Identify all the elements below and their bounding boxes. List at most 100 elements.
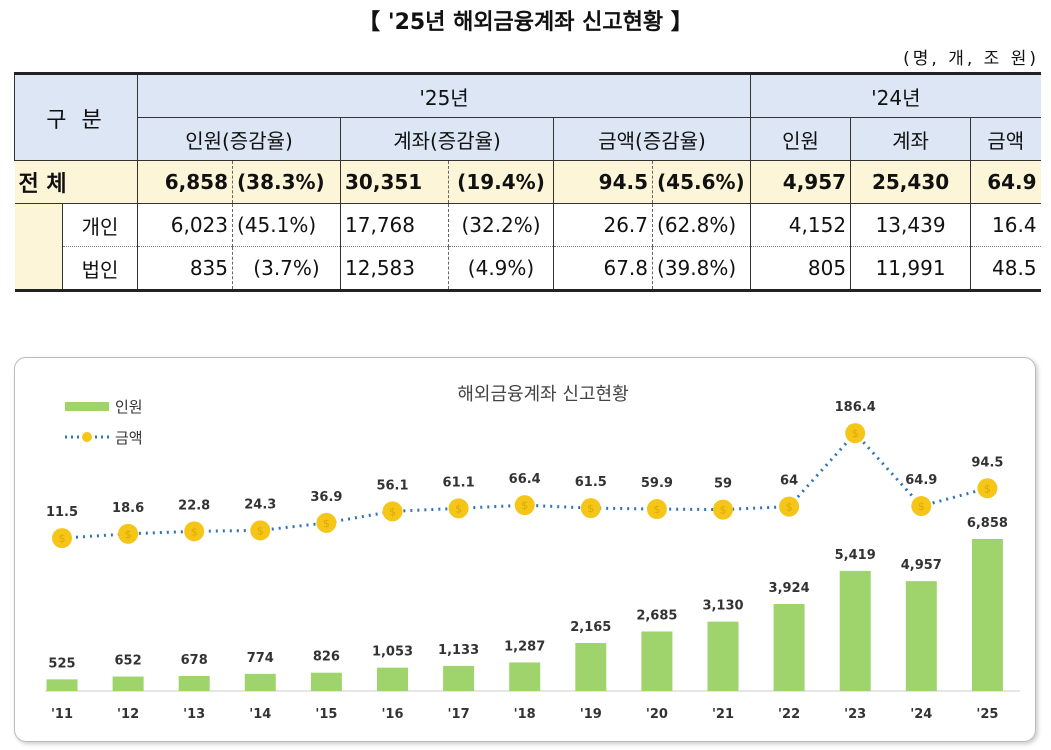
cell: 25,430 xyxy=(850,160,972,204)
legend-bar-swatch xyxy=(65,402,109,411)
coin-dollar-icon: $ xyxy=(455,502,462,515)
bar-persons xyxy=(178,675,210,691)
bar-label: 1,287 xyxy=(504,639,545,654)
cell: 30,351 xyxy=(340,160,450,204)
bar-label: 652 xyxy=(115,654,142,669)
bar-persons xyxy=(707,621,739,691)
x-tick-label: '17 xyxy=(448,707,470,722)
line-label: 11.5 xyxy=(46,505,78,520)
x-tick-label: '21 xyxy=(712,707,734,722)
row-label: 법인 xyxy=(62,246,139,292)
coin-marker-icon xyxy=(382,501,403,522)
header-2025: '25년 xyxy=(137,73,752,118)
x-tick-label: '19 xyxy=(580,707,602,722)
bar-persons xyxy=(377,667,408,691)
cell: 11,991 xyxy=(850,246,972,292)
cell: 64.9 xyxy=(970,160,1041,204)
bar-label: 525 xyxy=(48,656,75,671)
cell: 805 xyxy=(750,246,852,292)
line-label: 186.4 xyxy=(835,400,876,415)
cell: (45.6%) xyxy=(652,160,752,204)
header-amount-25: 금액(증감율) xyxy=(553,117,752,161)
bar-persons xyxy=(971,539,1003,691)
chart-panel: 해외금융계좌 신고현황 인원 금액 525 '11 $11.5 652 '12 $18.6… xyxy=(14,357,1036,742)
coin-marker-icon xyxy=(977,478,998,499)
coin-dollar-icon: $ xyxy=(257,524,264,537)
cell: (38.3%) xyxy=(232,160,342,204)
cell: (45.1%) xyxy=(232,203,342,247)
coin-dollar-icon: $ xyxy=(720,504,727,517)
cell: (3.7%) xyxy=(232,246,342,292)
row-label: 전 체 xyxy=(14,160,139,204)
x-tick-label: '15 xyxy=(315,707,337,722)
coin-marker-icon xyxy=(316,512,337,533)
summary-table: 구 분 '25년 '24년 인원(증감율) 계좌(증감율) 금액(증감율) 인원… xyxy=(13,72,1041,292)
table-row-corporate: 법인 835 (3.7%) 12,583 (4.9%) 67.8 (39.8%)… xyxy=(15,246,1041,292)
amount-line xyxy=(61,430,988,540)
unit-label: (명, 개, 조 원) xyxy=(903,49,1039,69)
row-label: 개인 xyxy=(62,203,139,247)
coin-dollar-icon: $ xyxy=(587,502,594,515)
coin-dollar-icon: $ xyxy=(918,500,925,513)
line-label: 22.8 xyxy=(178,498,210,513)
cell: (19.4%) xyxy=(448,160,555,204)
line-label: 94.5 xyxy=(971,455,1003,470)
bar-label: 2,165 xyxy=(570,620,611,635)
coin-dollar-icon: $ xyxy=(521,499,528,512)
line-label: 36.9 xyxy=(310,490,342,505)
bar-persons xyxy=(575,643,607,691)
x-tick-label: '25 xyxy=(976,707,998,722)
document-title: 【 '25년 해외금융계좌 신고현황 】 xyxy=(358,10,693,35)
coin-marker-icon xyxy=(118,523,139,544)
line-label: 61.5 xyxy=(575,475,607,490)
x-tick-label: '18 xyxy=(514,707,536,722)
x-tick-label: '20 xyxy=(646,707,668,722)
bar-persons xyxy=(509,662,541,691)
bar-label: 1,133 xyxy=(438,643,479,658)
cell: 6,858 xyxy=(137,160,234,204)
cell: 12,583 xyxy=(340,246,450,292)
cell: 6,023 xyxy=(137,203,234,247)
x-tick-label: '11 xyxy=(51,707,73,722)
header-amount-24: 금액 xyxy=(970,117,1041,161)
bar-persons xyxy=(839,570,871,691)
coin-marker-icon xyxy=(184,521,205,542)
bar-persons xyxy=(773,604,805,691)
coin-marker-icon xyxy=(646,499,667,520)
bar-persons xyxy=(905,581,937,691)
coin-dollar-icon: $ xyxy=(786,501,793,514)
cell: 17,768 xyxy=(340,203,450,247)
cell: 48.5 xyxy=(970,246,1041,292)
coin-marker-icon xyxy=(448,498,469,519)
coin-marker-icon xyxy=(52,528,72,549)
line-label: 61.1 xyxy=(443,475,475,490)
coin-marker-icon xyxy=(845,423,866,444)
line-label: 59 xyxy=(714,477,732,492)
bar-persons xyxy=(641,631,673,691)
legend-coin-icon xyxy=(82,432,92,442)
cell: (4.9%) xyxy=(448,246,555,292)
bar-label: 6,858 xyxy=(967,516,1008,531)
bar-persons xyxy=(443,665,475,691)
bar-persons xyxy=(46,679,78,691)
side-spacer xyxy=(14,203,63,292)
cell: 16.4 xyxy=(970,203,1041,247)
coin-marker-icon xyxy=(779,496,800,517)
bar-label: 3,924 xyxy=(769,581,810,596)
bar-persons xyxy=(310,672,342,691)
cell: 94.5 xyxy=(553,160,654,204)
chart-title: 해외금융계좌 신고현황 xyxy=(457,384,628,405)
coin-dollar-icon: $ xyxy=(323,517,330,530)
header-2024: '24년 xyxy=(750,73,1041,118)
header-persons-24: 인원 xyxy=(750,117,852,161)
x-tick-label: '14 xyxy=(249,707,271,722)
cell: 835 xyxy=(137,246,234,292)
header-persons-25: 인원(증감율) xyxy=(137,117,342,161)
x-tick-label: '13 xyxy=(183,707,205,722)
bar-label: 4,957 xyxy=(901,558,942,573)
x-tick-label: '22 xyxy=(778,707,800,722)
cell: 26.7 xyxy=(553,203,654,247)
bar-label: 5,419 xyxy=(835,548,876,563)
header-accounts-25: 계좌(증감율) xyxy=(340,117,555,161)
coin-marker-icon xyxy=(911,496,932,517)
